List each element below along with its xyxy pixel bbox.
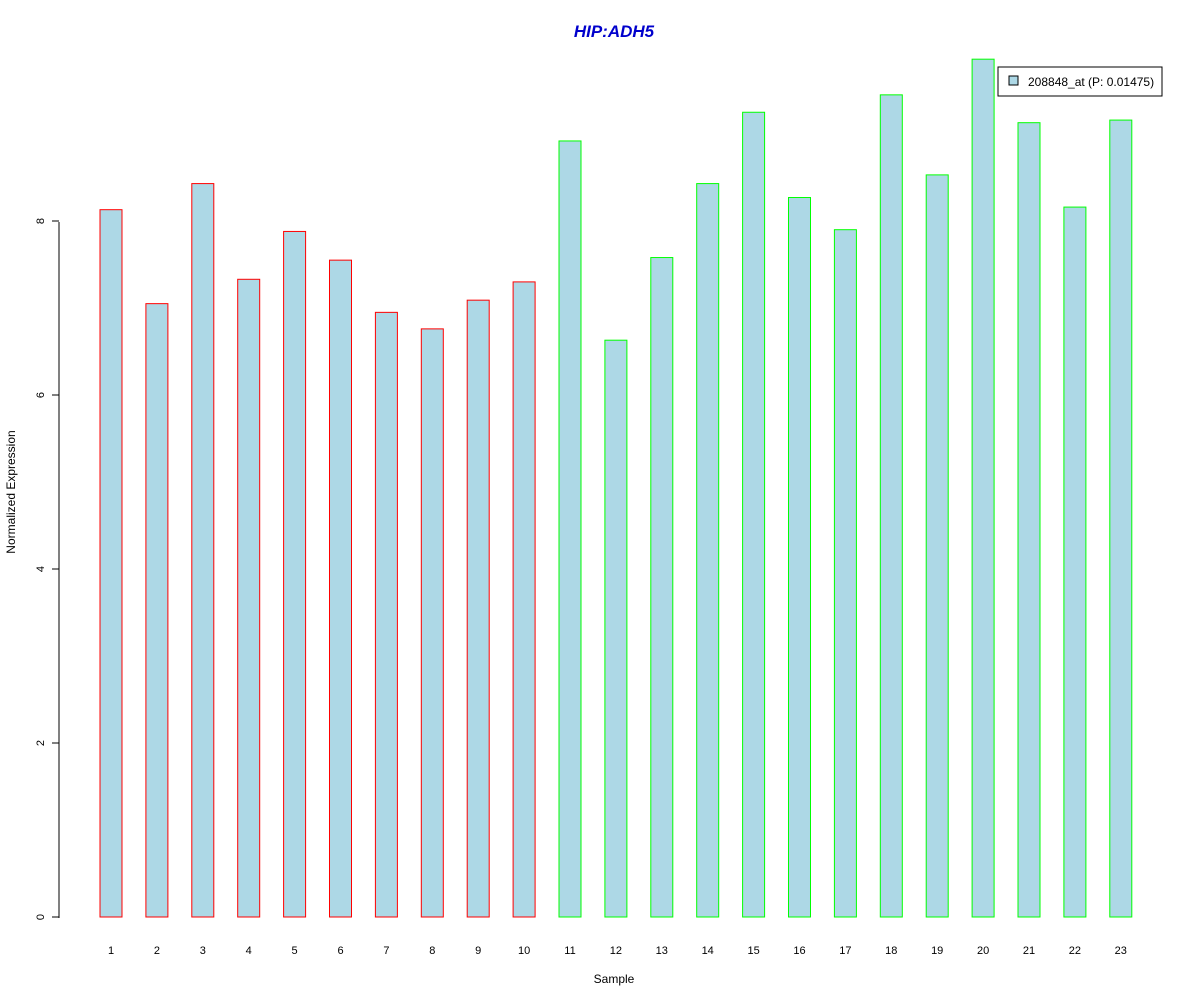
- bar-sample-4: [237, 278, 261, 918]
- x-tick-label: 16: [793, 945, 805, 957]
- bar-sample-18: [879, 94, 903, 918]
- y-tick-label: 6: [35, 392, 47, 398]
- x-tick-label: 1: [108, 945, 114, 957]
- bar-sample-13: [650, 257, 674, 918]
- bar-sample-22: [1063, 206, 1087, 918]
- x-tick-label: 15: [747, 945, 759, 957]
- x-tick-label: 7: [383, 945, 389, 957]
- x-tick-label: 10: [518, 945, 530, 957]
- bar-sample-7: [374, 311, 398, 918]
- bar-sample-11: [558, 140, 582, 918]
- x-tick-label: 14: [702, 945, 714, 957]
- x-axis-label: Sample: [594, 972, 635, 986]
- legend-box: [997, 66, 1163, 97]
- legend-label: 208848_at (P: 0.01475): [1028, 75, 1154, 89]
- x-tick-label: 4: [246, 945, 252, 957]
- y-axis-label: Normalized Expression: [4, 430, 18, 553]
- x-tick-label: 12: [610, 945, 622, 957]
- x-tick-label: 13: [656, 945, 668, 957]
- x-tick-labels: 1 2 3 4 5 6 7 8 9 10 11 12 13 14 15 16 17 18 19 20 21 22 23: [108, 945, 1127, 957]
- bar-sample-17: [833, 229, 857, 918]
- legend-swatch: [1008, 75, 1019, 86]
- x-tick-label: 5: [292, 945, 298, 957]
- y-tick-label: 0: [35, 914, 47, 920]
- bar-sample-8: [420, 328, 444, 918]
- x-tick-label: 11: [564, 945, 575, 957]
- x-tick-label: 19: [931, 945, 943, 957]
- x-tick-label: 18: [885, 945, 897, 957]
- y-axis: 0 2 4 6 8: [35, 218, 60, 920]
- bar-sample-10: [512, 281, 536, 918]
- x-tick-label: 20: [977, 945, 989, 957]
- x-tick-label: 6: [337, 945, 343, 957]
- x-tick-label: 2: [154, 945, 160, 957]
- bar-sample-2: [145, 303, 169, 918]
- bar-sample-19: [925, 174, 949, 918]
- bar-sample-20: [971, 58, 995, 918]
- bar-sample-9: [466, 299, 490, 918]
- chart-title: HIP:ADH5: [574, 22, 655, 41]
- bars: [99, 58, 1133, 918]
- bar-sample-15: [742, 111, 766, 918]
- bar-sample-12: [604, 339, 628, 918]
- bar-sample-14: [696, 183, 720, 918]
- bar-sample-5: [283, 230, 307, 918]
- x-tick-label: 3: [200, 945, 206, 957]
- bar-sample-3: [191, 183, 215, 918]
- x-tick-label: 8: [429, 945, 435, 957]
- x-tick-label: 21: [1023, 945, 1035, 957]
- bar-sample-1: [99, 209, 123, 918]
- bar-sample-21: [1017, 122, 1041, 918]
- legend: 208848_at (P: 0.01475): [997, 66, 1163, 97]
- y-tick-label: 4: [35, 566, 47, 572]
- x-tick-label: 23: [1115, 945, 1127, 957]
- bar-sample-23: [1109, 119, 1133, 918]
- bar-sample-6: [329, 259, 352, 918]
- x-tick-label: 22: [1069, 945, 1081, 957]
- bar-sample-16: [788, 197, 811, 918]
- x-tick-label: 9: [475, 945, 481, 957]
- y-tick-label: 8: [35, 218, 47, 224]
- x-tick-label: 17: [839, 945, 851, 957]
- y-tick-label: 2: [35, 740, 47, 746]
